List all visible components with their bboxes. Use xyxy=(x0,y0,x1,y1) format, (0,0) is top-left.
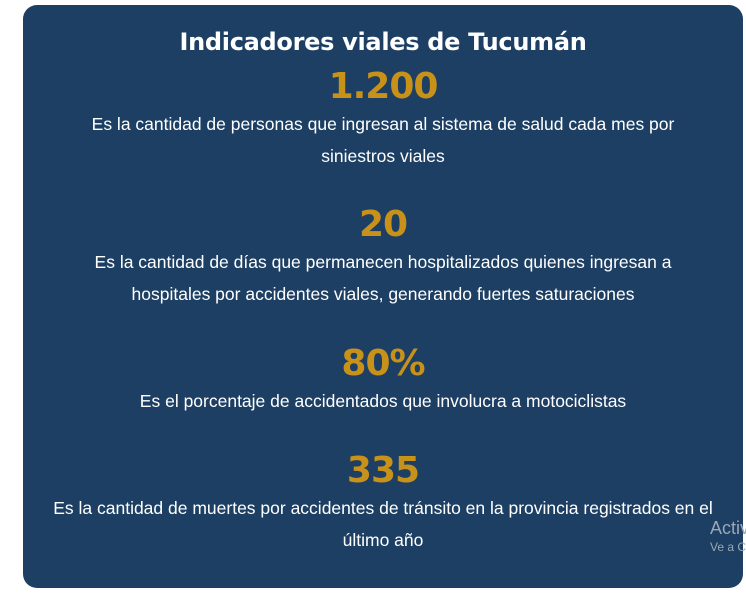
stat-description: Es la cantidad de personas que ingresan … xyxy=(91,114,675,166)
stat-block-annual-deaths: 335 Es la cantidad de muertes por accide… xyxy=(23,451,743,556)
stat-block-hospital-days: 20 Es la cantidad de días que permanecen… xyxy=(23,205,743,310)
card-title: Indicadores viales de Tucumán xyxy=(179,28,587,56)
windows-activation-watermark: Activ Ve a C xyxy=(710,517,746,555)
stat-description: Es la cantidad de muertes por accidentes… xyxy=(53,498,713,550)
stat-value: 1.200 xyxy=(328,66,439,107)
watermark-line-2: Ve a C xyxy=(710,540,746,554)
road-indicators-card: Indicadores viales de Tucumán 1.200 Es l… xyxy=(23,5,743,588)
stat-description: Es el porcentaje de accidentados que inv… xyxy=(139,391,627,411)
stat-block-motorcyclist-percentage: 80% Es el porcentaje de accidentados que… xyxy=(23,344,743,417)
stat-value: 20 xyxy=(358,204,408,245)
stat-block-monthly-admissions: 1.200 Es la cantidad de personas que ing… xyxy=(23,67,743,172)
stat-value: 80% xyxy=(341,343,425,384)
watermark-line-1: Activ xyxy=(710,518,746,538)
stat-value: 335 xyxy=(346,450,420,491)
stat-description: Es la cantidad de días que permanecen ho… xyxy=(94,252,672,304)
